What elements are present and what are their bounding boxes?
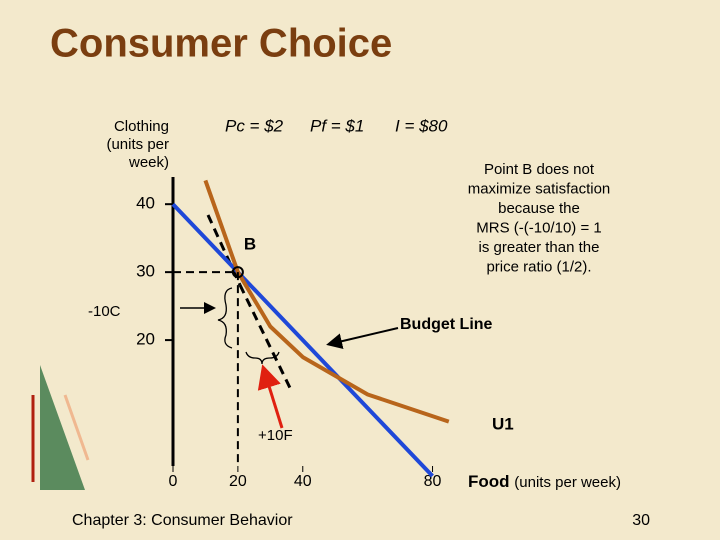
x-tick-label: 80 <box>424 473 442 490</box>
page-number: 30 <box>632 512 650 529</box>
decor-line <box>63 394 90 461</box>
footer: Chapter 3: Consumer Behavior <box>72 512 293 529</box>
price-label: Pf = $1 <box>310 116 364 135</box>
point-label: B <box>244 235 256 254</box>
price-label: Pc = $2 <box>225 116 284 135</box>
dashed-step <box>206 214 242 286</box>
change-label: +10F <box>258 427 293 444</box>
budget-line <box>171 202 434 478</box>
legend-label: Budget Line <box>400 316 493 333</box>
title: Consumer Choice <box>50 22 392 66</box>
annotation: Point B does not maximize satisfaction bec… <box>468 161 611 276</box>
y-axis-label: Clothing <box>114 118 169 135</box>
x-tick-label: 20 <box>229 473 247 490</box>
arrow <box>326 327 399 350</box>
annotation-line: maximize satisfaction <box>468 180 611 197</box>
change-label: -10C <box>88 303 121 320</box>
annotation-line: MRS (-(-10/10) = 1 <box>476 219 601 236</box>
legend-label: U1 <box>492 414 514 433</box>
x-axis-label: Food (units per week) <box>468 472 621 491</box>
y-tick-label: 20 <box>136 330 155 349</box>
x-tick-label: 40 <box>294 473 312 490</box>
x-tick-label: 0 <box>169 473 178 490</box>
annotation-line: is greater than the <box>479 239 600 256</box>
y-tick-label: 40 <box>136 194 155 213</box>
y-tick-label: 30 <box>136 262 155 281</box>
bracket <box>217 287 233 349</box>
point <box>231 266 244 279</box>
annotation-line: price ratio (1/2). <box>486 258 591 275</box>
annotation-line: because the <box>498 200 580 217</box>
x-axis-label-note: (units per week) <box>514 474 621 491</box>
annotation-line: Point B does not <box>484 161 595 178</box>
y-axis-label: week) <box>128 154 169 171</box>
dashed-step <box>238 284 294 393</box>
x-axis-label-main: Food <box>468 472 510 491</box>
bracket <box>245 351 280 365</box>
indifference-curve <box>203 179 450 424</box>
arrow <box>257 364 284 429</box>
y-axis-label: (units per <box>106 136 169 153</box>
decor-triangle <box>40 365 85 490</box>
price-label: I = $80 <box>395 116 448 135</box>
